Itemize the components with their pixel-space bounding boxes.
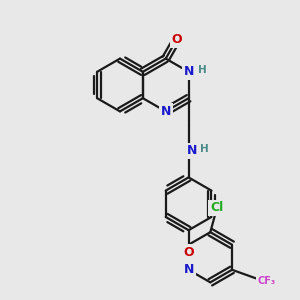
- Text: N: N: [186, 145, 197, 158]
- Text: H: H: [200, 144, 209, 154]
- Text: CF₃: CF₃: [258, 276, 276, 286]
- Text: O: O: [171, 33, 182, 46]
- Text: N: N: [183, 263, 194, 276]
- Text: O: O: [183, 246, 194, 259]
- Text: N: N: [160, 105, 171, 118]
- Text: N: N: [183, 65, 194, 78]
- Text: H: H: [198, 65, 207, 75]
- Text: Cl: Cl: [210, 202, 224, 214]
